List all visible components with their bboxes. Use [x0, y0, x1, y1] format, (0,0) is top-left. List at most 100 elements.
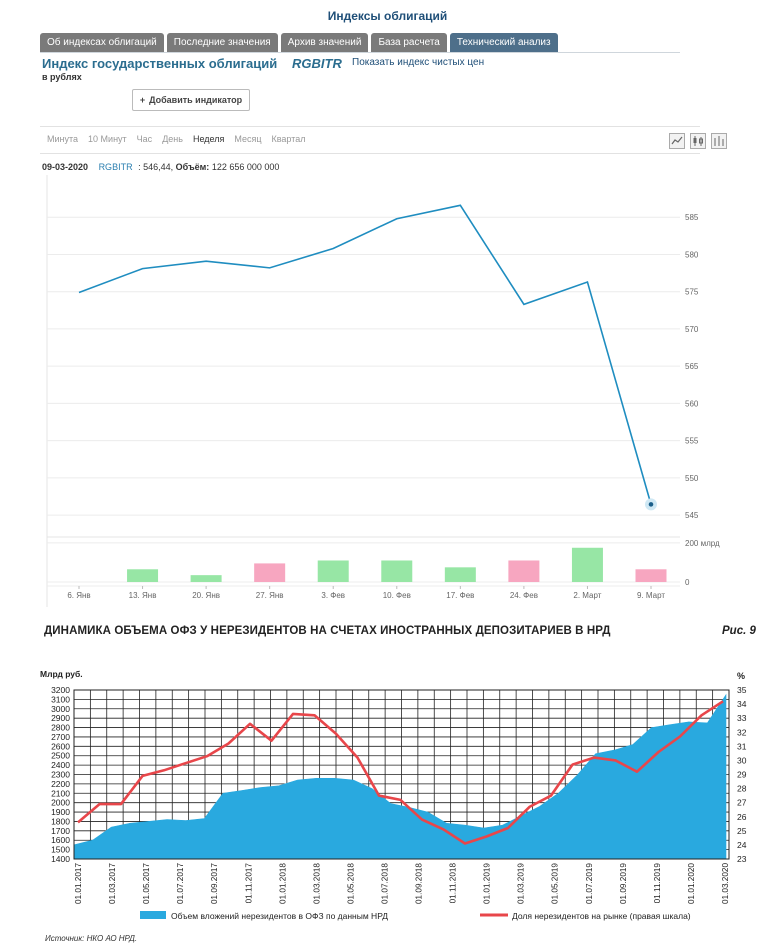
volume-tick-zero: 0 [685, 578, 690, 587]
bar-chart-icon[interactable] [711, 133, 727, 149]
left-tick-label: 2900 [51, 713, 70, 723]
period-minute[interactable]: Минута [47, 134, 79, 144]
tab-archive[interactable]: Архив значений [280, 33, 369, 52]
left-tick-label: 3000 [51, 704, 70, 714]
plus-icon: + [139, 95, 146, 105]
period-hour[interactable]: Час [136, 134, 153, 144]
period-quarter[interactable]: Квартал [271, 134, 306, 144]
right-tick-label: 35 [737, 685, 747, 695]
left-tick-label: 2300 [51, 770, 70, 780]
left-tick-label: 1800 [51, 816, 70, 826]
x-tick-label: 3. Фев [321, 591, 345, 600]
legend-label-line: Доля нерезидентов на рынке (правая шкала… [512, 911, 691, 921]
volume-bar [317, 560, 349, 582]
x-tick-label: 01.01.2020 [687, 863, 696, 904]
period-day[interactable]: День [162, 134, 183, 144]
status-value: : 546,44, [138, 162, 174, 172]
period-month[interactable]: Месяц [234, 134, 262, 144]
units-label: в рублях [42, 72, 82, 82]
y-tick-label: 555 [685, 437, 699, 446]
volume-bar [508, 560, 540, 582]
x-tick-label: 01.05.2017 [142, 863, 151, 904]
right-tick-label: 27 [737, 798, 747, 808]
line-chart-icon[interactable] [669, 133, 685, 149]
x-tick-label: 01.03.2017 [108, 863, 117, 904]
tab-bar: Об индексах облигаций Последние значения… [40, 33, 558, 52]
area-series [73, 693, 727, 860]
left-tick-label: 2200 [51, 779, 70, 789]
x-tick-label: 01.05.2018 [346, 863, 355, 904]
x-tick-label: 27. Янв [256, 591, 284, 600]
volume-bar [444, 567, 476, 582]
x-tick-label: 01.07.2017 [176, 863, 185, 904]
period-10-minutes[interactable]: 10 Минут [88, 134, 127, 144]
left-tick-label: 2100 [51, 788, 70, 798]
y-tick-label: 545 [685, 511, 699, 520]
right-tick-label: 29 [737, 770, 747, 780]
x-tick-label: 01.11.2018 [449, 863, 458, 904]
right-axis-label: % [737, 671, 745, 681]
y-tick-label: 580 [685, 250, 699, 259]
left-tick-label: 1900 [51, 807, 70, 817]
status-volume-value: 122 656 000 000 [211, 162, 280, 172]
left-tick-label: 2600 [51, 741, 70, 751]
legend-label-area: Объем вложений нерезидентов в ОФЗ по дан… [171, 911, 388, 921]
x-tick-label: 01.01.2017 [74, 863, 83, 904]
tab-divider [40, 52, 680, 53]
x-tick-label: 01.09.2018 [415, 863, 424, 904]
x-tick-label: 01.09.2017 [210, 863, 219, 904]
x-tick-label: 01.11.2017 [244, 863, 253, 904]
x-tick-label: 6. Янв [67, 591, 90, 600]
left-tick-label: 3200 [51, 685, 70, 695]
tab-last-values[interactable]: Последние значения [166, 33, 278, 52]
red-line-series [77, 700, 724, 845]
left-tick-label: 2000 [51, 798, 70, 808]
tab-about[interactable]: Об индексах облигаций [40, 33, 164, 52]
index-code: RGBITR [292, 56, 342, 71]
right-tick-label: 24 [737, 840, 747, 850]
last-point-marker [648, 502, 654, 507]
figure-title: ДИНАМИКА ОБЪЕМА ОФЗ У НЕРЕЗИДЕНТОВ НА СЧ… [44, 625, 611, 637]
legend-swatch-area [140, 911, 166, 919]
plot-frame [73, 689, 730, 860]
x-tick-label: 2. Март [573, 591, 601, 600]
candlestick-icon[interactable] [690, 133, 706, 149]
right-tick-label: 33 [737, 713, 747, 723]
x-tick-label: 24. Фев [510, 591, 538, 600]
divider [40, 153, 700, 154]
x-tick-label: 17. Фев [446, 591, 474, 600]
right-tick-label: 30 [737, 755, 747, 765]
right-tick-label: 34 [737, 699, 747, 709]
x-tick-label: 01.01.2018 [278, 863, 287, 904]
right-tick-label: 25 [737, 826, 747, 836]
volume-bar [127, 569, 159, 582]
left-tick-label: 2400 [51, 760, 70, 770]
right-tick-label: 28 [737, 784, 747, 794]
left-tick-label: 1500 [51, 845, 70, 855]
index-line [78, 204, 652, 505]
x-tick-label: 9. Март [637, 591, 665, 600]
x-tick-label: 01.09.2019 [619, 863, 628, 904]
index-title: Индекс государственных облигаций [42, 56, 278, 71]
index-chart[interactable]: 545 550 555 560 565 570 575 580 585 200 млрд 0 6. Я… [0, 175, 775, 607]
volume-tick-label: 200 млрд [685, 539, 720, 548]
right-tick-label: 23 [737, 854, 747, 864]
tab-technical-analysis[interactable]: Технический анализ [449, 33, 558, 52]
y-tick-label: 575 [685, 288, 699, 297]
source-note: Источник: НКО АО НРД. [45, 934, 138, 943]
status-volume-label: Объём: [175, 162, 210, 172]
divider [40, 126, 700, 127]
left-tick-label: 1400 [51, 854, 70, 864]
tab-calc-base[interactable]: База расчета [371, 33, 447, 52]
right-tick-label: 31 [737, 741, 747, 751]
x-tick-label: 01.07.2018 [380, 863, 389, 904]
right-tick-label: 26 [737, 812, 747, 822]
add-indicator-button[interactable]: + Добавить индикатор [132, 89, 250, 111]
period-selector: Минута 10 Минут Час День Неделя Месяц Кв… [42, 131, 311, 149]
x-tick-label: 01.03.2019 [517, 863, 526, 904]
period-week[interactable]: Неделя [192, 134, 225, 144]
status-line: 09-03-2020 RGBITR : 546,44, Объём: 122 6… [42, 162, 279, 172]
clean-price-link[interactable]: Показать индекс чистых цен [352, 57, 485, 68]
x-tick-label: 01.03.2020 [721, 863, 730, 904]
left-tick-label: 2800 [51, 723, 70, 733]
